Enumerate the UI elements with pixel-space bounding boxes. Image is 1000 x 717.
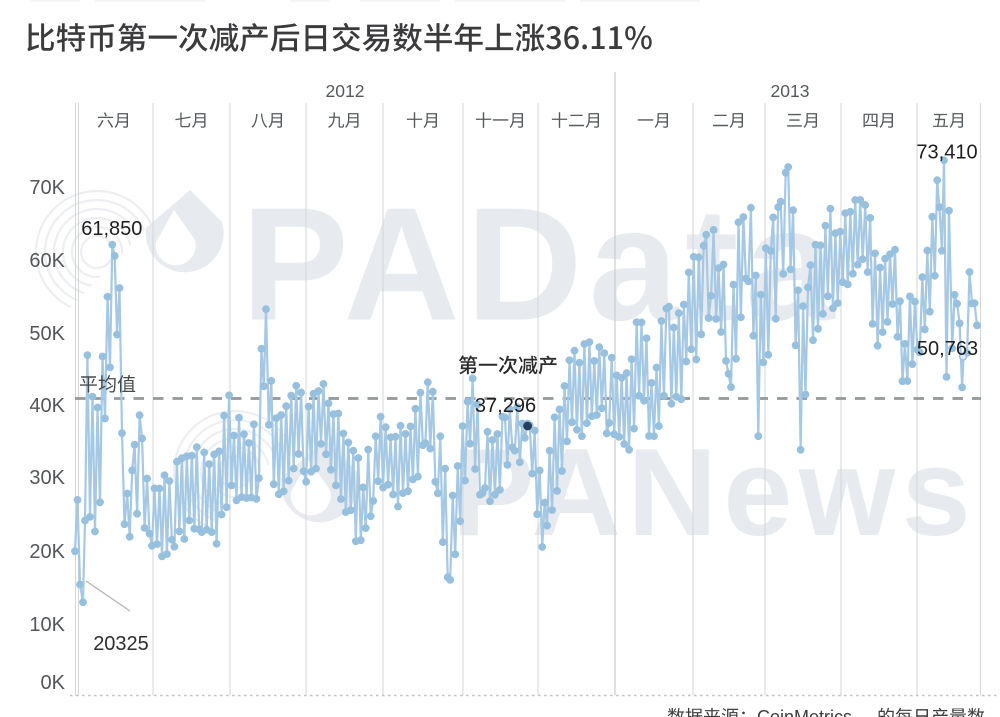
svg-text:2012: 2012 — [326, 81, 365, 101]
svg-text:50K: 50K — [29, 323, 65, 345]
svg-text:73,410: 73,410 — [916, 142, 977, 164]
svg-text:20325: 20325 — [93, 633, 149, 655]
svg-text:40K: 40K — [29, 395, 65, 417]
svg-text:50,763: 50,763 — [917, 338, 978, 360]
svg-text:20K: 20K — [29, 541, 65, 563]
svg-text:60K: 60K — [29, 250, 65, 272]
svg-text:30K: 30K — [29, 467, 65, 489]
svg-text:CoinMetrics: CoinMetrics — [757, 707, 852, 717]
svg-text:0K: 0K — [41, 672, 66, 694]
svg-text:10K: 10K — [29, 614, 65, 636]
svg-text:61,850: 61,850 — [81, 218, 142, 240]
svg-text:2013: 2013 — [771, 81, 810, 101]
svg-text:37,296: 37,296 — [475, 395, 536, 417]
svg-text:70K: 70K — [29, 177, 65, 199]
